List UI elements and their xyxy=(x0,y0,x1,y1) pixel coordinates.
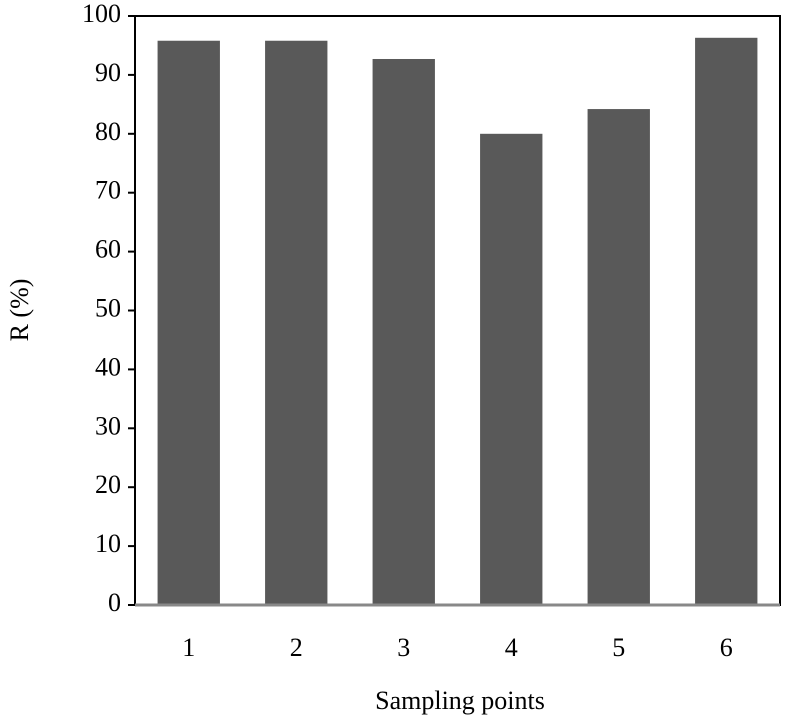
bar xyxy=(157,40,220,606)
y-tick-label: 70 xyxy=(95,176,121,205)
plot-frame xyxy=(134,15,781,606)
bar xyxy=(480,133,543,606)
bar xyxy=(372,58,435,605)
y-tick-label: 60 xyxy=(95,235,121,264)
y-tick-label: 20 xyxy=(95,470,121,499)
y-tick-label: 50 xyxy=(95,293,121,322)
x-tick-label: 3 xyxy=(397,633,410,662)
x-tick-label: 5 xyxy=(612,633,625,662)
x-tick-label: 2 xyxy=(290,633,303,662)
bar xyxy=(695,37,758,606)
y-tick-label: 30 xyxy=(95,411,121,440)
y-tick-label: 0 xyxy=(108,588,121,617)
x-tick-label: 1 xyxy=(182,633,195,662)
y-tick-label: 90 xyxy=(95,58,121,87)
x-tick-label: 4 xyxy=(505,633,518,662)
bar xyxy=(265,40,328,606)
y-tick-label: 40 xyxy=(95,352,121,381)
y-axis-label: R (%) xyxy=(5,279,34,342)
y-tick-label: 10 xyxy=(95,529,121,558)
bar xyxy=(587,109,650,605)
y-tick-label: 80 xyxy=(95,117,121,146)
x-tick-label: 6 xyxy=(720,633,733,662)
y-tick-label: 100 xyxy=(82,0,121,28)
x-axis-label: Sampling points xyxy=(375,686,545,715)
